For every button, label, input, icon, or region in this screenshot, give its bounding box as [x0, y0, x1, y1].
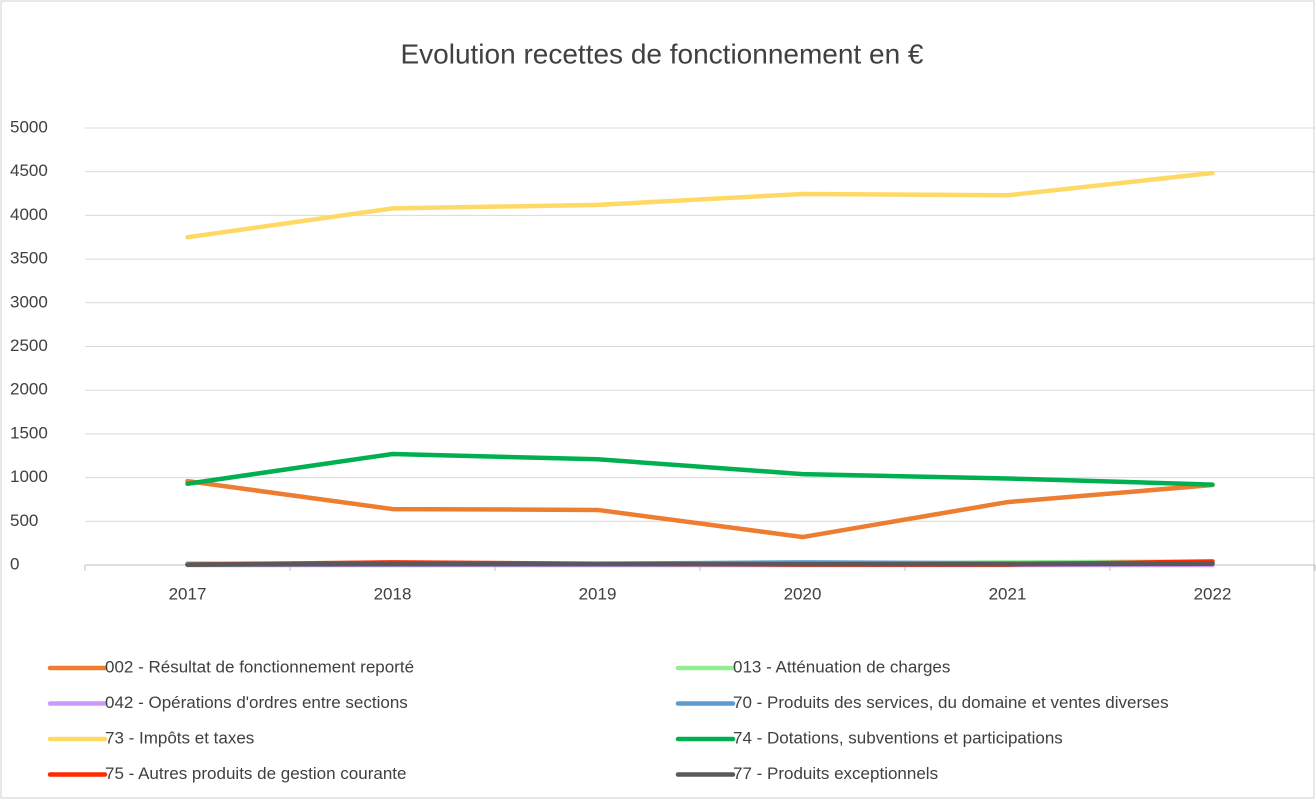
chart-title: Evolution recettes de fonctionnement en … [400, 38, 923, 69]
legend-label: 042 - Opérations d'ordres entre sections [105, 693, 408, 712]
x-tick-label: 2019 [579, 584, 617, 603]
y-tick-label: 1000 [10, 467, 48, 486]
series-line [185, 451, 1215, 487]
y-tick-label: 3000 [10, 292, 48, 311]
series-line [185, 478, 1215, 540]
y-tick-label: 0 [10, 554, 19, 573]
y-tick-label: 3500 [10, 249, 48, 268]
legend-label: 73 - Impôts et taxes [105, 728, 254, 747]
y-tick-label: 4500 [10, 161, 48, 180]
legend-label: 70 - Produits des services, du domaine e… [733, 693, 1169, 712]
series-line [185, 561, 1215, 567]
y-tick-label: 4000 [10, 205, 48, 224]
y-tick-label: 1500 [10, 423, 48, 442]
y-tick-label: 500 [10, 511, 38, 530]
x-tick-label: 2017 [169, 584, 207, 603]
x-tick-label: 2021 [989, 584, 1027, 603]
x-tick-label: 2022 [1194, 584, 1232, 603]
y-tick-label: 5000 [10, 117, 48, 136]
x-tick-label: 2018 [374, 584, 412, 603]
legend-label: 75 - Autres produits de gestion courante [105, 764, 406, 783]
x-tick-label: 2020 [784, 584, 822, 603]
legend-label: 013 - Atténuation de charges [733, 657, 950, 676]
y-tick-label: 2500 [10, 336, 48, 355]
legend-label: 002 - Résultat de fonctionnement reporté [105, 657, 414, 676]
y-tick-label: 2000 [10, 380, 48, 399]
legend-label: 74 - Dotations, subventions et participa… [733, 728, 1063, 747]
series-line [185, 170, 1215, 240]
legend-label: 77 - Produits exceptionnels [733, 764, 938, 783]
